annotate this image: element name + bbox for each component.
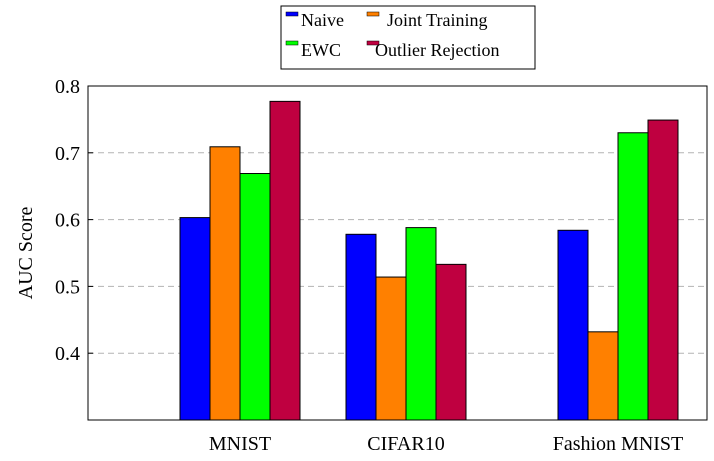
legend-swatch [366, 40, 380, 46]
bar-ewc-cifar10 [405, 227, 437, 421]
legend-swatch [285, 11, 299, 17]
y-tick-label: 0.7 [55, 143, 80, 165]
x-category-label: CIFAR10 [367, 433, 444, 455]
plot-frame [87, 85, 708, 421]
x-axis-categories: MNIST CIFAR10 Fashion MNIST [209, 415, 683, 455]
bar-naive-mnist [179, 217, 211, 421]
bar-ewc-fashion-mnist [617, 132, 649, 421]
bar-naive-cifar10 [345, 233, 377, 421]
legend-label: Joint Training [387, 10, 488, 30]
bar-outlier-rejection-cifar10 [435, 263, 467, 421]
bar-naive-fashion-mnist [557, 229, 589, 421]
bar-joint-training-cifar10 [375, 276, 407, 421]
legend-swatch [366, 11, 380, 17]
x-category-label: Fashion MNIST [553, 433, 684, 455]
y-axis-ticks: 0.4 0.5 0.6 0.7 0.8 [55, 76, 93, 365]
legend: Naive Joint Training EWC Outlier Rejection [280, 5, 536, 70]
y-tick-label: 0.5 [55, 276, 80, 298]
bar-outlier-rejection-mnist [269, 100, 301, 421]
bar-joint-training-mnist [209, 146, 241, 421]
y-tick-label: 0.6 [55, 210, 80, 232]
bar-ewc-mnist [239, 173, 271, 421]
legend-label: EWC [301, 40, 341, 60]
bars [179, 100, 679, 421]
y-tick-label: 0.8 [55, 76, 80, 98]
legend-label: Naive [301, 10, 344, 30]
legend-box [280, 5, 536, 70]
y-tick-label: 0.4 [55, 343, 80, 365]
x-category-label: MNIST [209, 433, 271, 455]
legend-swatch [285, 40, 299, 46]
bar-outlier-rejection-fashion-mnist [647, 119, 679, 421]
y-axis-label: AUC Score [15, 206, 37, 299]
bar-joint-training-fashion-mnist [587, 331, 619, 421]
legend-label: Outlier Rejection [375, 40, 499, 60]
